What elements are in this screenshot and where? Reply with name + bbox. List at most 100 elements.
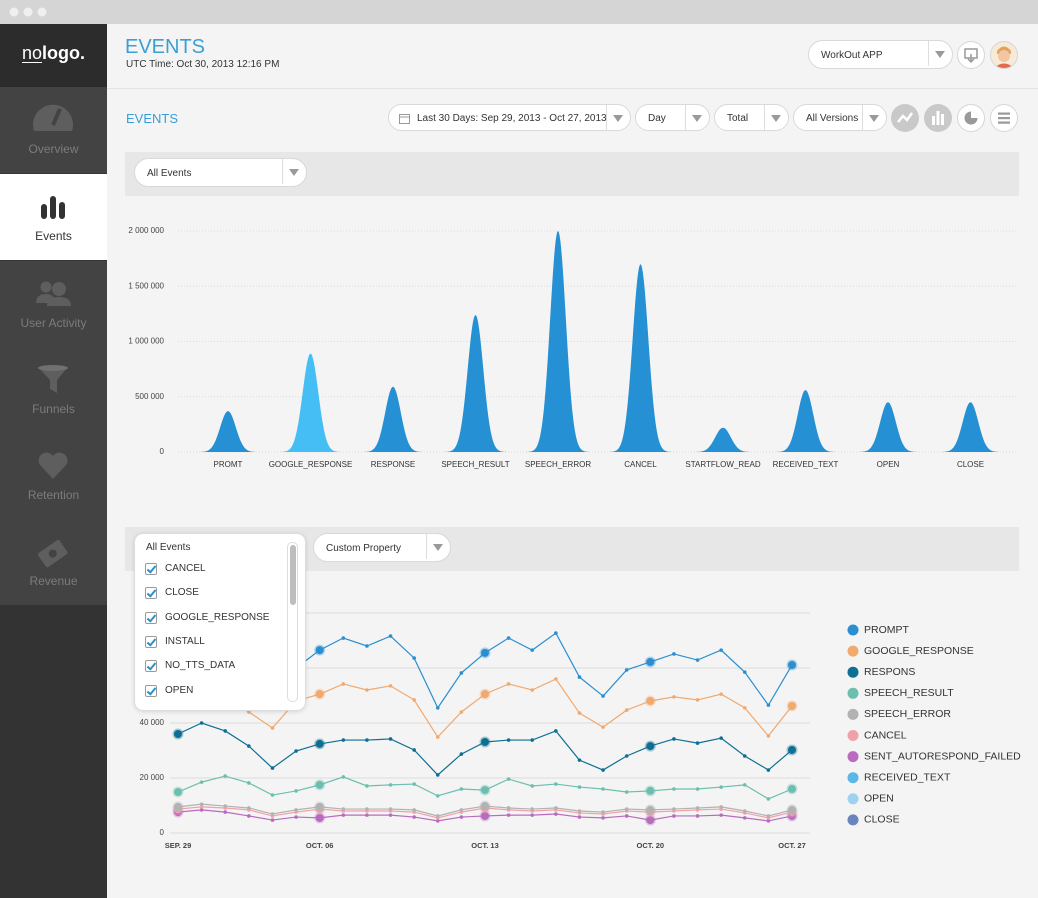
interval-select[interactable]: Day bbox=[635, 104, 710, 131]
nav-label: User Activity bbox=[20, 316, 87, 330]
data-point bbox=[479, 784, 491, 796]
event-option[interactable]: GOOGLE_RESPONSE bbox=[145, 611, 285, 630]
event-option[interactable]: INSTALL bbox=[145, 635, 285, 654]
date-range-picker[interactable]: Last 30 Days: Sep 29, 2013 - Oct 27, 201… bbox=[388, 104, 631, 131]
scrollbar-thumb[interactable] bbox=[290, 545, 296, 605]
data-point bbox=[341, 775, 346, 779]
data-point bbox=[624, 814, 629, 818]
checkbox[interactable] bbox=[145, 587, 157, 600]
metric-select[interactable]: Total bbox=[714, 104, 789, 131]
version-select[interactable]: All Versions bbox=[793, 104, 887, 131]
data-point bbox=[719, 785, 723, 789]
data-point bbox=[695, 658, 700, 662]
data-point bbox=[223, 774, 228, 778]
nav-item[interactable]: Funnels bbox=[0, 347, 107, 434]
window-bar bbox=[0, 0, 1038, 24]
data-point bbox=[435, 814, 440, 818]
nav-label: Overview bbox=[28, 142, 79, 156]
y-tick-label: 1 500 000 bbox=[128, 281, 164, 290]
x-tick-label: PROMT bbox=[214, 460, 243, 469]
nav-icon bbox=[38, 452, 68, 479]
data-point bbox=[247, 710, 251, 714]
nav-item[interactable]: Revenue bbox=[0, 519, 107, 606]
checkbox[interactable] bbox=[145, 635, 157, 648]
data-point bbox=[294, 749, 298, 753]
checkbox[interactable] bbox=[145, 660, 157, 673]
data-point bbox=[506, 636, 511, 640]
checkbox[interactable] bbox=[145, 563, 157, 575]
x-tick-label: OCT. 27 bbox=[778, 841, 806, 850]
property-filter[interactable]: Custom Property bbox=[313, 533, 451, 562]
event-option[interactable]: CANCEL bbox=[145, 563, 285, 581]
legend-label: OPEN bbox=[864, 793, 894, 805]
scrollbar-track[interactable] bbox=[287, 542, 298, 702]
y-tick-label: 0 bbox=[160, 828, 165, 837]
data-point bbox=[554, 631, 558, 635]
data-point bbox=[412, 808, 416, 812]
data-point bbox=[530, 688, 535, 692]
data-point bbox=[199, 802, 204, 806]
data-point bbox=[766, 768, 771, 772]
legend-marker bbox=[847, 772, 859, 784]
event-option-label: CANCEL bbox=[165, 563, 206, 574]
data-point bbox=[435, 735, 440, 739]
x-tick-label: OCT. 20 bbox=[637, 841, 665, 850]
nav-item[interactable]: Overview bbox=[0, 87, 107, 174]
data-point bbox=[199, 780, 204, 784]
logo[interactable]: nologo. bbox=[0, 24, 107, 87]
data-point bbox=[601, 725, 605, 729]
table-button[interactable] bbox=[990, 104, 1018, 132]
data-point bbox=[388, 783, 393, 787]
legend-marker bbox=[847, 814, 859, 826]
event-option-label: NO_TTS_DATA bbox=[165, 660, 236, 672]
bar-chart-button[interactable] bbox=[924, 104, 952, 132]
user-avatar[interactable] bbox=[990, 41, 1018, 69]
utc-time: UTC Time: Oct 30, 2013 12:16 PM bbox=[126, 59, 280, 70]
bar bbox=[856, 402, 920, 452]
line-chart-button[interactable] bbox=[891, 104, 919, 132]
data-point bbox=[388, 684, 393, 688]
data-point bbox=[577, 815, 582, 819]
data-point bbox=[341, 682, 346, 686]
data-point bbox=[601, 694, 605, 698]
legend-marker bbox=[847, 687, 859, 699]
event-list-dropdown: All Events CANCEL CLOSE GOOGLE_RESPONSE INS… bbox=[134, 533, 306, 711]
checkbox[interactable] bbox=[145, 611, 157, 624]
event-filter[interactable]: All Events bbox=[134, 158, 307, 187]
interval: Day bbox=[648, 113, 666, 124]
nav-item[interactable]: Events bbox=[0, 174, 107, 261]
data-point bbox=[270, 726, 275, 730]
data-point bbox=[786, 744, 798, 756]
nav-item[interactable]: Retention bbox=[0, 433, 107, 520]
x-tick-label: SPEECH_ERROR bbox=[525, 460, 591, 469]
data-point bbox=[742, 754, 747, 758]
export-button[interactable] bbox=[957, 41, 985, 69]
nav-icon bbox=[37, 539, 68, 568]
section-title: EVENTS bbox=[126, 111, 179, 126]
event-option[interactable]: NO_TTS_DATA bbox=[145, 660, 285, 678]
nav-icon bbox=[38, 365, 68, 393]
data-point bbox=[719, 813, 723, 817]
x-tick-label: RESPONSE bbox=[371, 460, 415, 469]
data-point bbox=[365, 807, 369, 811]
nav-label: Retention bbox=[27, 488, 80, 502]
data-point bbox=[270, 793, 275, 797]
data-point bbox=[172, 786, 184, 798]
event-option-label: GOOGLE_RESPONSE bbox=[165, 611, 270, 623]
app-selector[interactable]: WorkOut APP bbox=[808, 40, 953, 69]
data-point bbox=[388, 807, 393, 811]
bar bbox=[691, 427, 755, 452]
data-point bbox=[223, 729, 228, 733]
nav-label: Revenue bbox=[29, 574, 78, 588]
data-point bbox=[388, 813, 393, 817]
legend-marker bbox=[847, 624, 859, 636]
bar bbox=[938, 402, 1003, 452]
checkbox[interactable] bbox=[145, 684, 157, 697]
event-option[interactable]: OPEN bbox=[145, 684, 285, 703]
event-option[interactable]: CLOSE bbox=[145, 587, 285, 605]
data-point bbox=[786, 659, 798, 671]
pie-chart-button[interactable] bbox=[957, 104, 985, 132]
nav-item[interactable]: User Activity bbox=[0, 261, 107, 348]
data-point bbox=[577, 675, 582, 679]
data-point bbox=[479, 688, 491, 700]
